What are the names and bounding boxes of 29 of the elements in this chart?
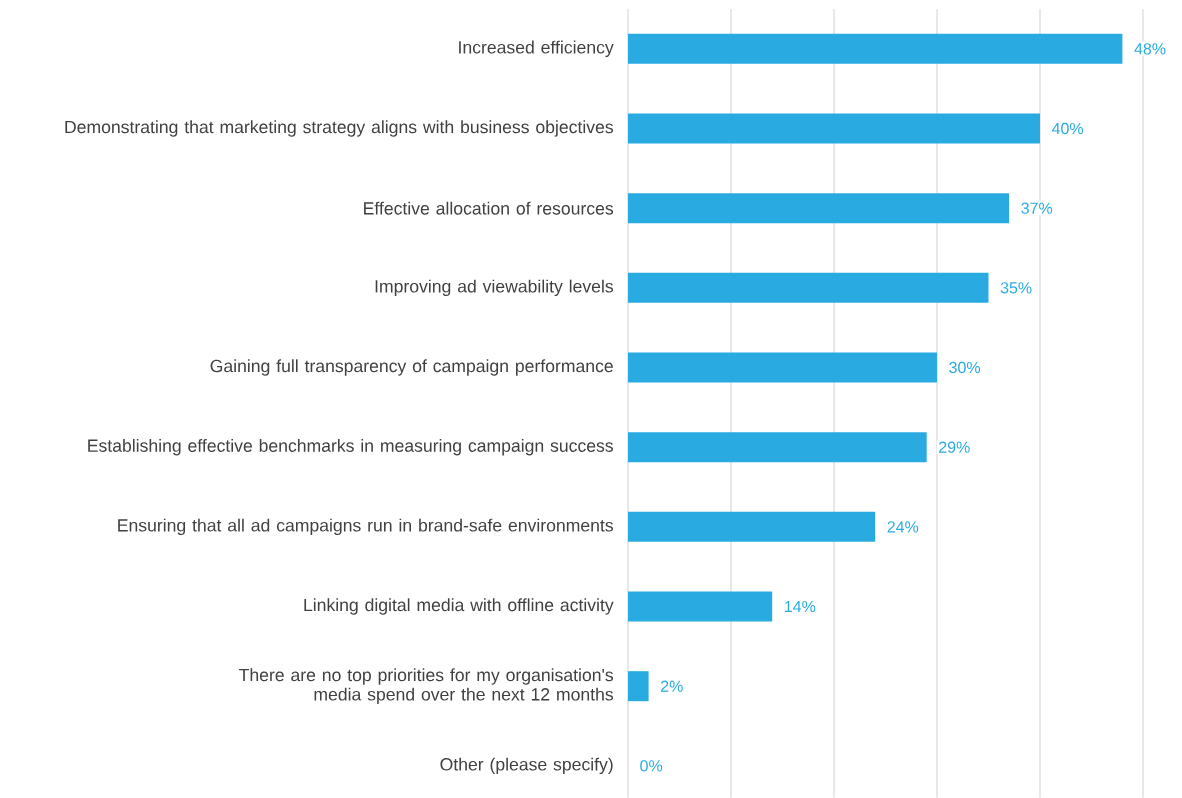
y-tick-label: Increased efficiency	[459, 40, 614, 58]
data-label: 14%	[785, 600, 816, 613]
y-tick-label: Other (please specify)	[440, 757, 613, 775]
y-tick-label: Linking digital media with offline activity	[304, 598, 614, 615]
data-label: 30%	[949, 361, 981, 374]
bar	[628, 671, 649, 702]
bar	[628, 33, 1123, 64]
bar	[628, 193, 1010, 224]
data-label: 40%	[1051, 122, 1084, 135]
bar	[628, 113, 1040, 144]
data-label: 2%	[660, 680, 683, 692]
bar	[628, 591, 773, 622]
data-label: 48%	[1134, 43, 1166, 55]
data-label: 0%	[640, 760, 663, 772]
data-label: 35%	[1000, 282, 1032, 294]
bar	[628, 511, 876, 542]
y-tick-label: There are no top priorities for my organisation's media spend over the next 12 months	[239, 668, 614, 705]
y-tick-label: Improving ad viewability levels	[375, 279, 614, 297]
data-label: 24%	[887, 521, 919, 533]
bar	[628, 272, 989, 303]
y-tick-label: Effective allocation of resources	[364, 201, 614, 215]
bar	[628, 352, 937, 383]
y-tick-label: Ensuring that all ad campaigns run in brand-safe environments	[118, 518, 614, 536]
y-tick-label: Demonstrating that marketing strategy aligns with business objectives	[65, 120, 614, 137]
data-label: 37%	[1021, 202, 1053, 214]
bar	[628, 432, 927, 463]
y-tick-label: Gaining full transparency of campaign performance	[210, 359, 613, 376]
data-label: 29%	[939, 441, 970, 453]
y-tick-label: Establishing effective benchmarks in measuring campaign success	[88, 438, 614, 456]
